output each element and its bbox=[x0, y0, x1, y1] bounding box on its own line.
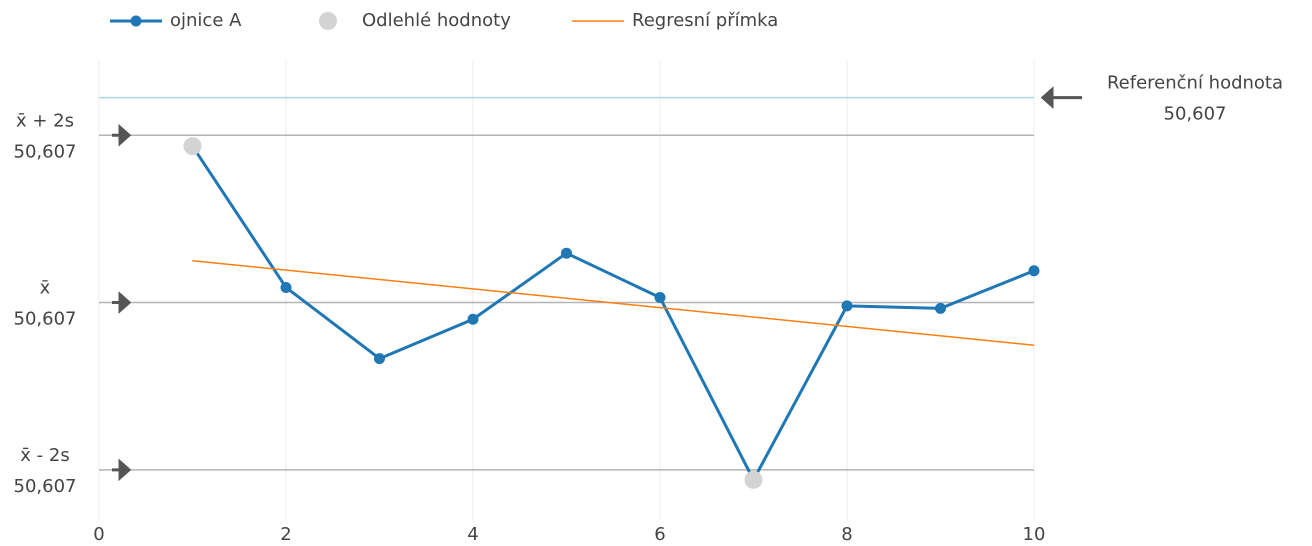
legend-marker bbox=[319, 12, 337, 30]
reference-caption: 50,607 bbox=[14, 141, 77, 162]
marker bbox=[744, 470, 763, 489]
reference-caption: 50,607 bbox=[1164, 104, 1227, 125]
marker bbox=[935, 302, 946, 314]
marker bbox=[654, 292, 666, 304]
arrow bbox=[112, 458, 132, 482]
legend-label: Odlehlé hodnoty bbox=[362, 10, 511, 31]
legend-label: Regresní přímka bbox=[632, 10, 778, 31]
reference-caption: 50,607 bbox=[14, 309, 77, 330]
reference-caption: 50,607 bbox=[14, 476, 77, 497]
legend-label: ojnice A bbox=[170, 10, 242, 31]
x-tick-label: 4 bbox=[467, 524, 478, 545]
reference-label: x̄ + 2s bbox=[16, 110, 74, 131]
arrow bbox=[1040, 86, 1082, 109]
reference-label: x̄ - 2s bbox=[20, 445, 69, 466]
arrow bbox=[112, 123, 132, 147]
arrow bbox=[112, 291, 132, 314]
marker bbox=[561, 247, 572, 259]
x-tick-label: 8 bbox=[841, 524, 852, 545]
marker bbox=[280, 281, 292, 293]
legend-marker bbox=[130, 15, 142, 27]
marker bbox=[374, 353, 385, 365]
x-tick-label: 10 bbox=[1023, 524, 1046, 545]
x-tick-label: 6 bbox=[654, 524, 665, 545]
marker bbox=[841, 300, 853, 312]
series-line bbox=[192, 259, 1035, 346]
marker bbox=[467, 313, 479, 325]
x-tick-label: 0 bbox=[93, 524, 104, 545]
marker bbox=[1028, 265, 1040, 277]
reference-label: Referenční hodnota bbox=[1107, 73, 1283, 94]
marker bbox=[183, 137, 202, 156]
reference-label: x̄ bbox=[40, 278, 51, 299]
series-line bbox=[191, 145, 1035, 484]
x-tick-label: 2 bbox=[280, 524, 291, 545]
